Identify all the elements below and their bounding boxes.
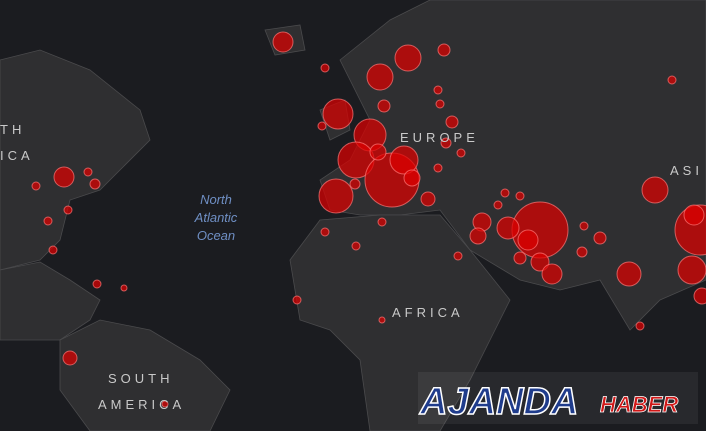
outbreak-bubble[interactable] [579, 221, 589, 231]
ocean-label: North [200, 192, 232, 207]
outbreak-bubble[interactable] [369, 143, 387, 161]
logo-bg [418, 372, 698, 424]
outbreak-bubble[interactable] [667, 75, 677, 85]
outbreak-bubble[interactable] [433, 85, 443, 95]
ocean-label: Atlantic [194, 210, 238, 225]
outbreak-bubble[interactable] [435, 99, 445, 109]
outbreak-bubble[interactable] [693, 287, 706, 305]
outbreak-bubble[interactable] [453, 251, 463, 261]
outbreak-bubble[interactable] [83, 167, 93, 177]
outbreak-bubble[interactable] [53, 166, 75, 188]
outbreak-bubble[interactable] [377, 99, 391, 113]
outbreak-bubble[interactable] [62, 350, 78, 366]
outbreak-bubble[interactable] [318, 178, 354, 214]
outbreak-bubble[interactable] [89, 178, 101, 190]
outbreak-bubble[interactable] [272, 31, 294, 53]
outbreak-bubble[interactable] [420, 191, 436, 207]
outbreak-bubble[interactable] [349, 178, 361, 190]
region-label: ICA [0, 148, 34, 163]
outbreak-bubble[interactable] [616, 261, 642, 287]
outbreak-bubble[interactable] [403, 169, 421, 187]
outbreak-bubble[interactable] [433, 163, 443, 173]
outbreak-bubble[interactable] [63, 205, 73, 215]
logo-main: AJANDA [419, 381, 578, 423]
outbreak-bubble[interactable] [511, 201, 569, 259]
outbreak-bubble[interactable] [517, 229, 539, 251]
outbreak-bubble[interactable] [377, 217, 387, 227]
outbreak-bubble[interactable] [378, 316, 386, 324]
outbreak-bubble[interactable] [593, 231, 607, 245]
outbreak-bubble[interactable] [493, 200, 503, 210]
outbreak-bubble[interactable] [635, 321, 645, 331]
outbreak-bubble[interactable] [515, 191, 525, 201]
region-label: EUROPE [400, 130, 479, 145]
region-label: AMERICA [98, 397, 185, 412]
outbreak-bubble[interactable] [683, 204, 705, 226]
outbreak-bubble[interactable] [394, 44, 422, 72]
logo-sub: HABER [600, 392, 678, 417]
outbreak-bubble[interactable] [500, 188, 510, 198]
outbreak-bubble[interactable] [161, 400, 169, 408]
logo: AJANDA HABER [418, 372, 698, 424]
region-label: ASI [670, 163, 703, 178]
outbreak-bubble[interactable] [389, 145, 419, 175]
outbreak-bubble[interactable] [92, 279, 102, 289]
outbreak-bubble[interactable] [437, 43, 451, 57]
outbreak-bubble[interactable] [351, 241, 361, 251]
region-label: TH [0, 122, 25, 137]
region-label: SOUTH [108, 371, 174, 386]
outbreak-bubble[interactable] [496, 216, 520, 240]
outbreak-bubble[interactable] [320, 227, 330, 237]
outbreak-bubble[interactable] [31, 181, 41, 191]
outbreak-bubbles [31, 31, 706, 408]
outbreak-bubble[interactable] [677, 255, 706, 285]
outbreak-bubble[interactable] [641, 176, 669, 204]
ocean-label: Ocean [197, 228, 235, 243]
outbreak-bubble[interactable] [530, 252, 550, 272]
outbreak-bubble[interactable] [576, 246, 588, 258]
outbreak-bubble[interactable] [440, 137, 452, 149]
outbreak-bubble[interactable] [120, 284, 128, 292]
region-label: AFRICA [392, 305, 464, 320]
outbreak-bubble[interactable] [320, 63, 330, 73]
outbreak-bubble[interactable] [43, 216, 53, 226]
outbreak-bubble[interactable] [322, 98, 354, 130]
outbreak-bubble[interactable] [445, 115, 459, 129]
outbreak-bubble[interactable] [469, 227, 487, 245]
outbreak-bubble[interactable] [456, 148, 466, 158]
outbreak-bubble[interactable] [292, 295, 302, 305]
outbreak-bubble[interactable] [513, 251, 527, 265]
outbreak-bubble[interactable] [366, 63, 394, 91]
outbreak-bubble[interactable] [541, 263, 563, 285]
outbreak-bubble[interactable] [317, 121, 327, 131]
outbreak-bubble[interactable] [48, 245, 58, 255]
